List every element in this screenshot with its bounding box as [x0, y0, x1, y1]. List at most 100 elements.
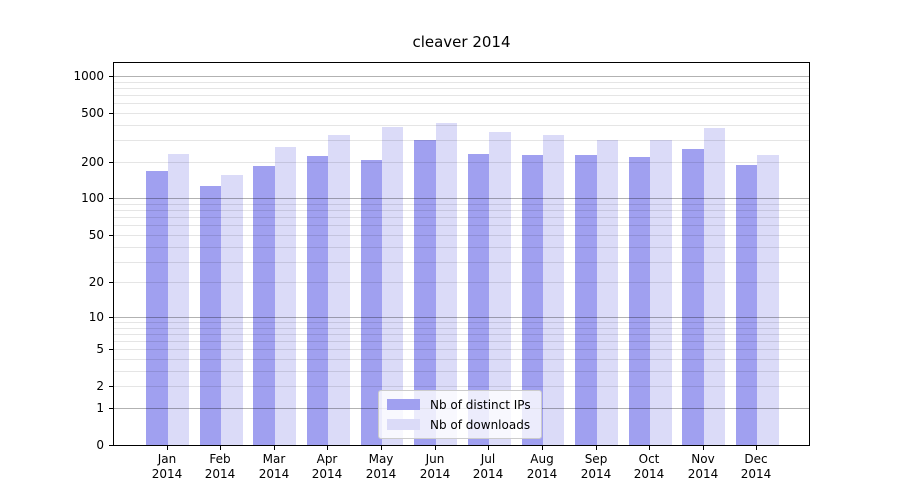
x-tick-label: Mar 2014 — [258, 452, 290, 481]
bar-distinct-ips-oct — [628, 156, 651, 445]
y-tick — [109, 349, 113, 350]
bar-downloads-jul — [489, 131, 511, 445]
plot-area: Nb of distinct IPs Nb of downloads — [113, 62, 810, 446]
bar-distinct-ips-nov — [682, 148, 704, 445]
gridline-minor — [114, 88, 809, 89]
bar-downloads-jan — [167, 153, 189, 445]
bar-downloads-feb — [221, 175, 243, 445]
x-tick — [649, 446, 650, 450]
gridline-minor — [114, 282, 809, 283]
y-tick-label: 200 — [81, 155, 104, 169]
gridline-major — [114, 76, 809, 77]
y-tick-label: 10 — [88, 310, 104, 324]
bar-downloads-jun — [435, 123, 458, 445]
gridline-minor — [114, 82, 809, 83]
legend-label-distinct-ips: Nb of distinct IPs — [430, 397, 531, 412]
y-tick-label: 20 — [88, 275, 104, 289]
legend: Nb of distinct IPs Nb of downloads — [378, 390, 542, 439]
y-tick-label: 5 — [96, 342, 104, 356]
gridline-major — [114, 198, 809, 199]
y-tick-label: 100 — [81, 191, 104, 205]
x-tick-label: May 2014 — [365, 452, 397, 481]
gridline-minor — [114, 341, 809, 342]
gridline-minor — [114, 371, 809, 372]
gridline-minor — [114, 125, 809, 126]
bar-downloads-may — [382, 126, 404, 445]
bar-distinct-ips-may — [360, 160, 383, 445]
x-tick-label: Jan 2014 — [151, 452, 183, 481]
x-tick-label: Dec 2014 — [740, 452, 772, 481]
gridline-minor — [114, 162, 809, 163]
gridline-minor — [114, 217, 809, 218]
bar-distinct-ips-mar — [253, 165, 275, 445]
x-tick-label: Jul 2014 — [472, 452, 504, 481]
x-tick-label: Feb 2014 — [204, 452, 236, 481]
bar-downloads-dec — [757, 154, 779, 445]
y-tick-label: 50 — [88, 228, 104, 242]
bar-distinct-ips-jul — [467, 154, 490, 445]
y-tick — [109, 198, 113, 199]
y-tick-label: 1000 — [73, 69, 104, 83]
y-tick-label: 0 — [96, 438, 104, 452]
x-tick-label: Aug 2014 — [526, 452, 558, 481]
gridline-minor — [114, 334, 809, 335]
y-tick — [109, 408, 113, 409]
gridline-minor — [114, 262, 809, 263]
bar-distinct-ips-jun — [414, 140, 436, 445]
gridline-minor — [114, 247, 809, 248]
gridline-minor — [114, 328, 809, 329]
legend-swatch-distinct-ips-icon — [387, 399, 420, 410]
gridline-minor — [114, 103, 809, 104]
bar-downloads-mar — [274, 146, 297, 445]
bar-distinct-ips-aug — [521, 154, 543, 445]
bar-distinct-ips-dec — [735, 164, 758, 445]
bar-distinct-ips-apr — [307, 155, 329, 445]
x-tick — [596, 446, 597, 450]
y-tick — [109, 282, 113, 283]
x-tick — [381, 446, 382, 450]
y-tick — [109, 445, 113, 446]
bar-distinct-ips-feb — [199, 185, 222, 445]
y-tick — [109, 317, 113, 318]
legend-item-distinct-ips: Nb of distinct IPs — [387, 396, 531, 413]
y-tick-label: 2 — [96, 379, 104, 393]
y-tick — [109, 386, 113, 387]
chart-title: cleaver 2014 — [412, 33, 511, 51]
gridline-minor — [114, 235, 809, 236]
x-tick-label: Sep 2014 — [580, 452, 612, 481]
bar-downloads-nov — [703, 127, 726, 445]
gridline-minor — [114, 210, 809, 211]
gridline-minor — [114, 322, 809, 323]
gridline-minor — [114, 140, 809, 141]
y-tick-label: 500 — [81, 106, 104, 120]
bar-downloads-aug — [542, 134, 565, 445]
gridline-minor — [114, 225, 809, 226]
x-tick — [542, 446, 543, 450]
gridline-minor — [114, 113, 809, 114]
gridline-minor — [114, 359, 809, 360]
gridline-major — [114, 317, 809, 318]
x-tick — [167, 446, 168, 450]
gridline-minor — [114, 349, 809, 350]
gridline-minor — [114, 95, 809, 96]
x-tick — [488, 446, 489, 450]
x-tick-label: Jun 2014 — [419, 452, 451, 481]
bar-distinct-ips-jan — [146, 170, 168, 445]
y-tick — [109, 76, 113, 77]
x-tick — [220, 446, 221, 450]
y-tick — [109, 162, 113, 163]
bar-distinct-ips-sep — [575, 154, 597, 445]
x-tick — [274, 446, 275, 450]
bar-downloads-apr — [328, 134, 350, 445]
gridline-minor — [114, 386, 809, 387]
bar-downloads-sep — [596, 139, 618, 445]
legend-item-downloads: Nb of downloads — [387, 416, 531, 433]
x-tick-label: Apr 2014 — [311, 452, 343, 481]
bar-downloads-oct — [650, 140, 672, 445]
legend-swatch-downloads-icon — [387, 419, 420, 430]
y-tick-label: 1 — [96, 401, 104, 415]
legend-label-downloads: Nb of downloads — [430, 417, 531, 432]
y-tick — [109, 113, 113, 114]
y-tick — [109, 235, 113, 236]
